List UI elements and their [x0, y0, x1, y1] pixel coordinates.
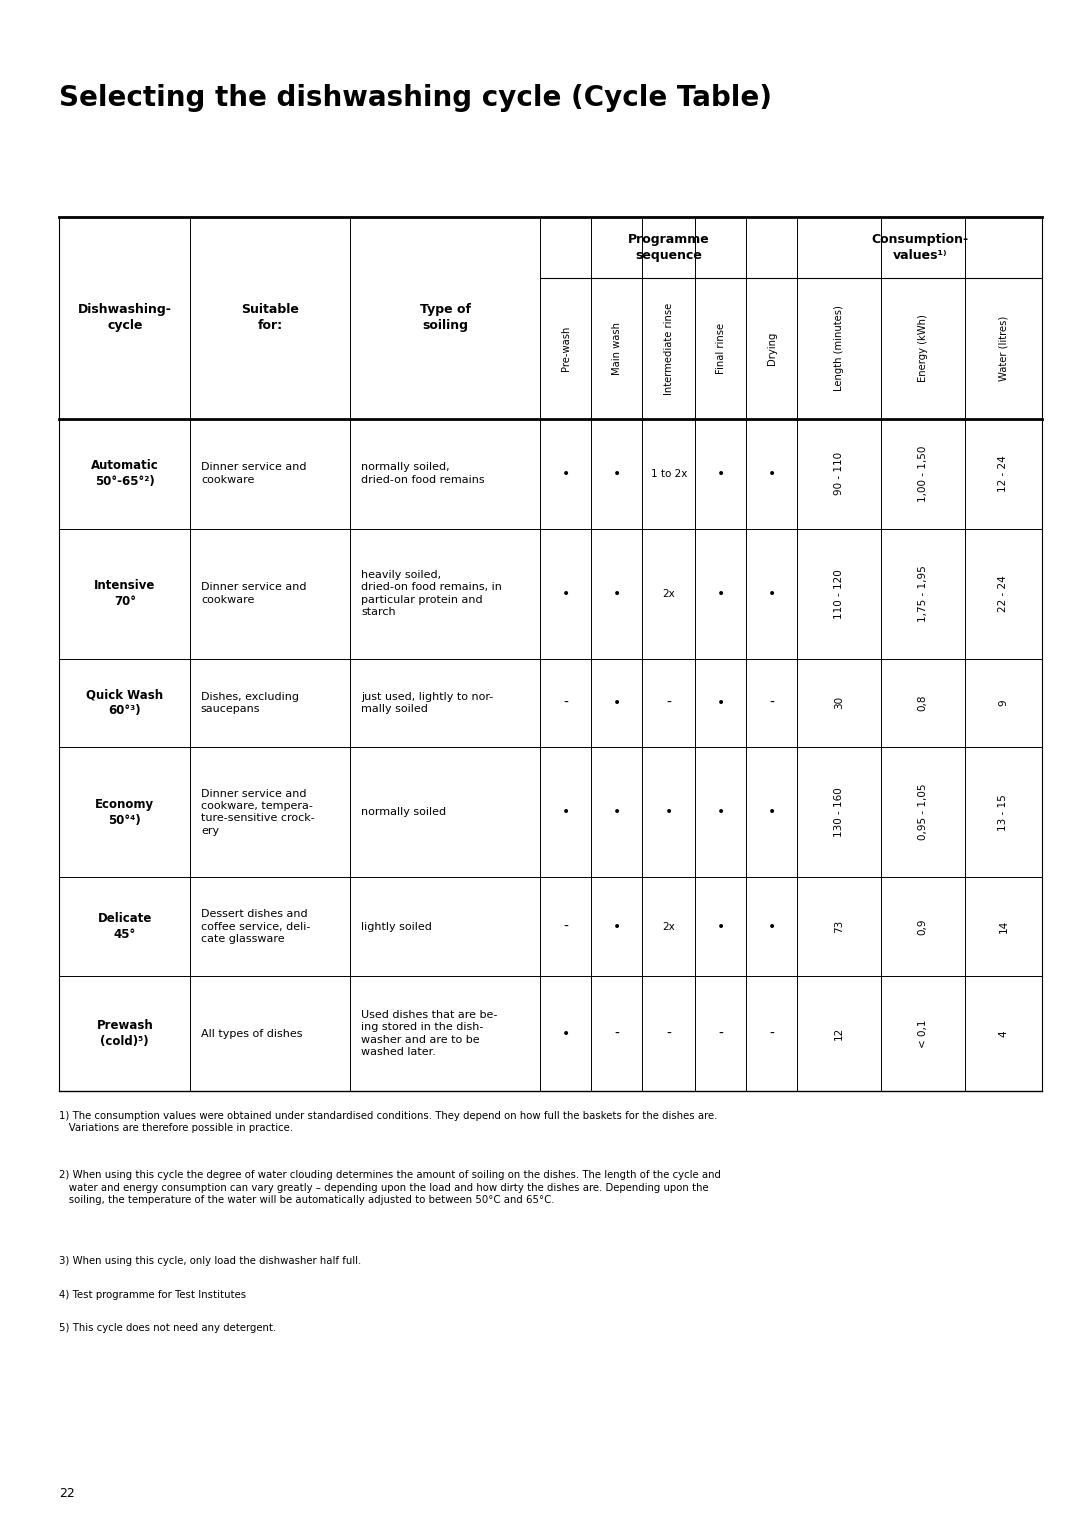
Text: normally soiled: normally soiled: [361, 807, 446, 817]
Text: •: •: [562, 466, 569, 481]
Text: •: •: [768, 920, 777, 934]
Text: 22: 22: [59, 1487, 76, 1500]
Text: 0,9: 0,9: [918, 918, 928, 935]
Text: -: -: [563, 920, 568, 934]
Text: 0,95 - 1,05: 0,95 - 1,05: [918, 784, 928, 840]
Text: Type of
soiling: Type of soiling: [420, 304, 471, 332]
Text: Quick Wash
60°³): Quick Wash 60°³): [86, 689, 163, 717]
Text: •: •: [717, 805, 725, 819]
Text: 5) This cycle does not need any detergent.: 5) This cycle does not need any detergen…: [59, 1323, 276, 1334]
Text: •: •: [717, 920, 725, 934]
Text: -: -: [615, 1027, 619, 1041]
Text: -: -: [769, 1027, 774, 1041]
Text: •: •: [768, 805, 777, 819]
Text: -: -: [769, 695, 774, 711]
Text: Suitable
for:: Suitable for:: [241, 304, 299, 332]
Text: Economy
50°⁴): Economy 50°⁴): [95, 798, 154, 827]
Text: 90 - 110: 90 - 110: [834, 452, 845, 495]
Text: Energy (kWh): Energy (kWh): [918, 315, 928, 382]
Text: Dishes, excluding
saucepans: Dishes, excluding saucepans: [201, 692, 299, 714]
Text: Dinner service and
cookware: Dinner service and cookware: [201, 463, 307, 484]
Text: •: •: [562, 1027, 569, 1041]
Text: Dessert dishes and
coffee service, deli-
cate glassware: Dessert dishes and coffee service, deli-…: [201, 909, 310, 944]
Text: -: -: [666, 1027, 671, 1041]
Text: Consumption-
values¹⁾: Consumption- values¹⁾: [872, 234, 969, 261]
Text: •: •: [612, 805, 621, 819]
Text: 2x: 2x: [662, 921, 675, 932]
Text: Dishwashing-
cycle: Dishwashing- cycle: [78, 304, 172, 332]
Text: 4) Test programme for Test Institutes: 4) Test programme for Test Institutes: [59, 1290, 246, 1300]
Text: -: -: [666, 695, 671, 711]
Text: 9: 9: [998, 700, 1009, 706]
Text: •: •: [562, 805, 569, 819]
Text: Dinner service and
cookware: Dinner service and cookware: [201, 582, 307, 605]
Text: -: -: [718, 1027, 724, 1041]
Text: •: •: [717, 695, 725, 711]
Text: -: -: [563, 695, 568, 711]
Text: •: •: [612, 695, 621, 711]
Text: Delicate
45°: Delicate 45°: [97, 912, 152, 941]
Text: •: •: [612, 587, 621, 601]
Text: 130 - 160: 130 - 160: [834, 787, 845, 837]
Text: Pre-wash: Pre-wash: [561, 325, 570, 371]
Text: •: •: [717, 466, 725, 481]
Text: Programme
sequence: Programme sequence: [627, 234, 710, 261]
Text: Automatic
50°-65°²): Automatic 50°-65°²): [91, 460, 159, 487]
Text: 110 - 120: 110 - 120: [834, 568, 845, 619]
Text: Intermediate rinse: Intermediate rinse: [664, 303, 674, 394]
Text: 73: 73: [834, 920, 845, 934]
Text: Selecting the dishwashing cycle (Cycle Table): Selecting the dishwashing cycle (Cycle T…: [59, 84, 772, 112]
Text: 12 - 24: 12 - 24: [998, 455, 1009, 492]
Text: •: •: [664, 805, 673, 819]
Text: Drying: Drying: [767, 332, 777, 365]
Text: lightly soiled: lightly soiled: [361, 921, 432, 932]
Text: 1,75 - 1,95: 1,75 - 1,95: [918, 565, 928, 622]
Text: Final rinse: Final rinse: [716, 322, 726, 374]
Text: 14: 14: [998, 920, 1009, 934]
Text: just used, lightly to nor-
mally soiled: just used, lightly to nor- mally soiled: [361, 692, 494, 714]
Text: Dinner service and
cookware, tempera-
ture-sensitive crock-
ery: Dinner service and cookware, tempera- tu…: [201, 788, 314, 836]
Text: 3) When using this cycle, only load the dishwasher half full.: 3) When using this cycle, only load the …: [59, 1256, 362, 1267]
Text: •: •: [768, 466, 777, 481]
Text: normally soiled,
dried-on food remains: normally soiled, dried-on food remains: [361, 463, 485, 484]
Text: heavily soiled,
dried-on food remains, in
particular protein and
starch: heavily soiled, dried-on food remains, i…: [361, 570, 502, 617]
Text: 4: 4: [998, 1030, 1009, 1038]
Text: All types of dishes: All types of dishes: [201, 1028, 302, 1039]
Text: 1) The consumption values were obtained under standardised conditions. They depe: 1) The consumption values were obtained …: [59, 1111, 718, 1134]
Text: Main wash: Main wash: [611, 322, 622, 374]
Text: < 0,1: < 0,1: [918, 1019, 928, 1048]
Text: 12: 12: [834, 1027, 845, 1041]
Text: Intensive
70°: Intensive 70°: [94, 579, 156, 608]
Text: •: •: [562, 587, 569, 601]
Text: •: •: [612, 466, 621, 481]
Text: 30: 30: [834, 697, 845, 709]
Text: Prewash
(cold)⁵): Prewash (cold)⁵): [96, 1019, 153, 1048]
Text: 1 to 2x: 1 to 2x: [650, 469, 687, 478]
Text: •: •: [612, 920, 621, 934]
Text: 13 - 15: 13 - 15: [998, 793, 1009, 831]
Text: Used dishes that are be-
ing stored in the dish-
washer and are to be
washed lat: Used dishes that are be- ing stored in t…: [361, 1010, 498, 1057]
Text: 2x: 2x: [662, 588, 675, 599]
Text: 0,8: 0,8: [918, 695, 928, 711]
Text: Water (litres): Water (litres): [998, 316, 1009, 380]
Text: 22 - 24: 22 - 24: [998, 575, 1009, 613]
Text: •: •: [717, 587, 725, 601]
Text: •: •: [768, 587, 777, 601]
Text: 1,00 - 1,50: 1,00 - 1,50: [918, 446, 928, 501]
Text: 2) When using this cycle the degree of water clouding determines the amount of s: 2) When using this cycle the degree of w…: [59, 1170, 721, 1206]
Text: Length (minutes): Length (minutes): [834, 306, 845, 391]
